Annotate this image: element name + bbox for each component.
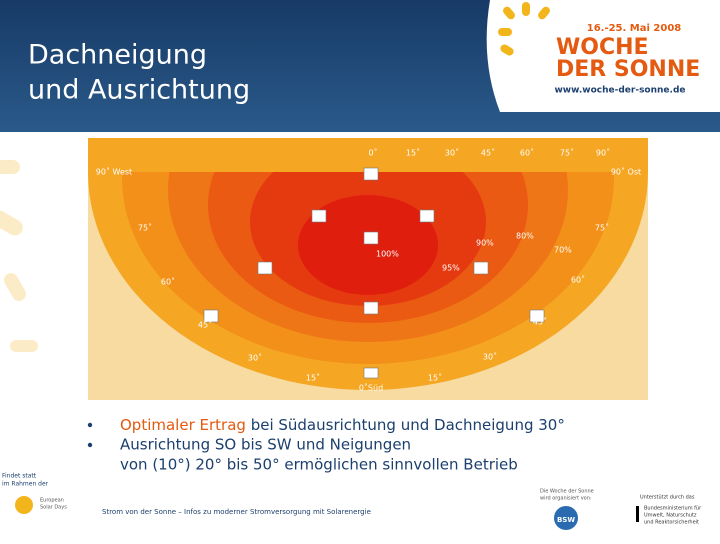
tagline: Strom von der Sonne – Infos zu moderner … (102, 508, 371, 516)
angle-label: 15˚ (306, 373, 320, 383)
angle-label: 30˚ (445, 148, 459, 158)
ministry-text: Bundesministerium für (644, 506, 702, 512)
ministry-text: Umwelt, Naturschutz (644, 513, 697, 519)
yield-label: 80% (516, 232, 534, 241)
title: und Ausrichtung (28, 75, 250, 106)
esd-text: Solar Days (40, 505, 67, 511)
bullet-text: Optimaler Ertrag bei Südausrichtung und … (120, 416, 565, 434)
yield-label: 100% (376, 250, 399, 259)
yield-label: 95% (442, 264, 460, 273)
bsw-logo (554, 506, 578, 530)
logo-name: DER SONNE (556, 57, 700, 82)
bullet-text: von (10°) 20° bis 50° ermöglichen sinnvo… (120, 456, 518, 474)
west-label: 90˚ West (96, 167, 132, 177)
logo-area (486, 0, 720, 112)
footer-context: Findet statt (2, 473, 37, 480)
house-icons (203, 167, 545, 379)
bullet-rest: bei Südausrichtung und Dachneigung 30° (246, 416, 565, 434)
angle-label: 75˚ (560, 148, 574, 158)
yield-diagram (88, 170, 648, 390)
angle-label: 60˚ (571, 275, 585, 285)
angle-label: 30˚ (483, 352, 497, 362)
angle-label: 15˚ (406, 148, 420, 158)
bullet-text: Ausrichtung SO bis SW und Neigungen (120, 436, 411, 454)
organizer-text: wird organisiert von: (540, 496, 592, 502)
logo-url: www.woche-der-sonne.de (554, 86, 685, 96)
flag (636, 506, 639, 522)
bullet (87, 422, 93, 428)
angle-label: 45˚ (533, 317, 547, 327)
title: Dachneigung (28, 40, 207, 71)
south-label: 0˚Süd (359, 383, 383, 393)
yield-label: 70% (554, 246, 572, 255)
angle-label: 60˚ (520, 148, 534, 158)
sun-rays (498, 2, 550, 56)
logo-name: WOCHE (556, 35, 649, 60)
angle-label: 15˚ (428, 373, 442, 383)
footer-context: im Rahmen der (2, 481, 49, 488)
sun-watermark (0, 160, 38, 352)
angle-label: 30˚ (248, 353, 262, 363)
angle-label: 60˚ (161, 277, 175, 287)
bsw-text: BSW (557, 516, 575, 524)
angle-label: 45˚ (481, 148, 495, 158)
support-text: Unterstützt durch das (640, 495, 695, 501)
ministry-text: und Reaktorsicherheit (644, 520, 699, 526)
bullet (87, 442, 93, 448)
angle-label: 75˚ (595, 223, 609, 233)
organizer-text: Die Woche der Sonne (540, 489, 594, 495)
angle-label: 45˚ (198, 320, 212, 330)
angle-label: 90˚ (596, 148, 610, 158)
esd-logo (15, 496, 33, 514)
angle-label: 0˚ (368, 148, 377, 158)
logo-date: 16.-25. Mai 2008 (587, 23, 682, 34)
esd-text: European (40, 498, 64, 504)
diagram-top (88, 138, 648, 172)
yield-label: 90% (476, 239, 494, 248)
angle-label: 75˚ (138, 223, 152, 233)
highlight: Optimaler Ertrag (120, 416, 246, 434)
east-label: 90˚ Ost (611, 167, 641, 177)
